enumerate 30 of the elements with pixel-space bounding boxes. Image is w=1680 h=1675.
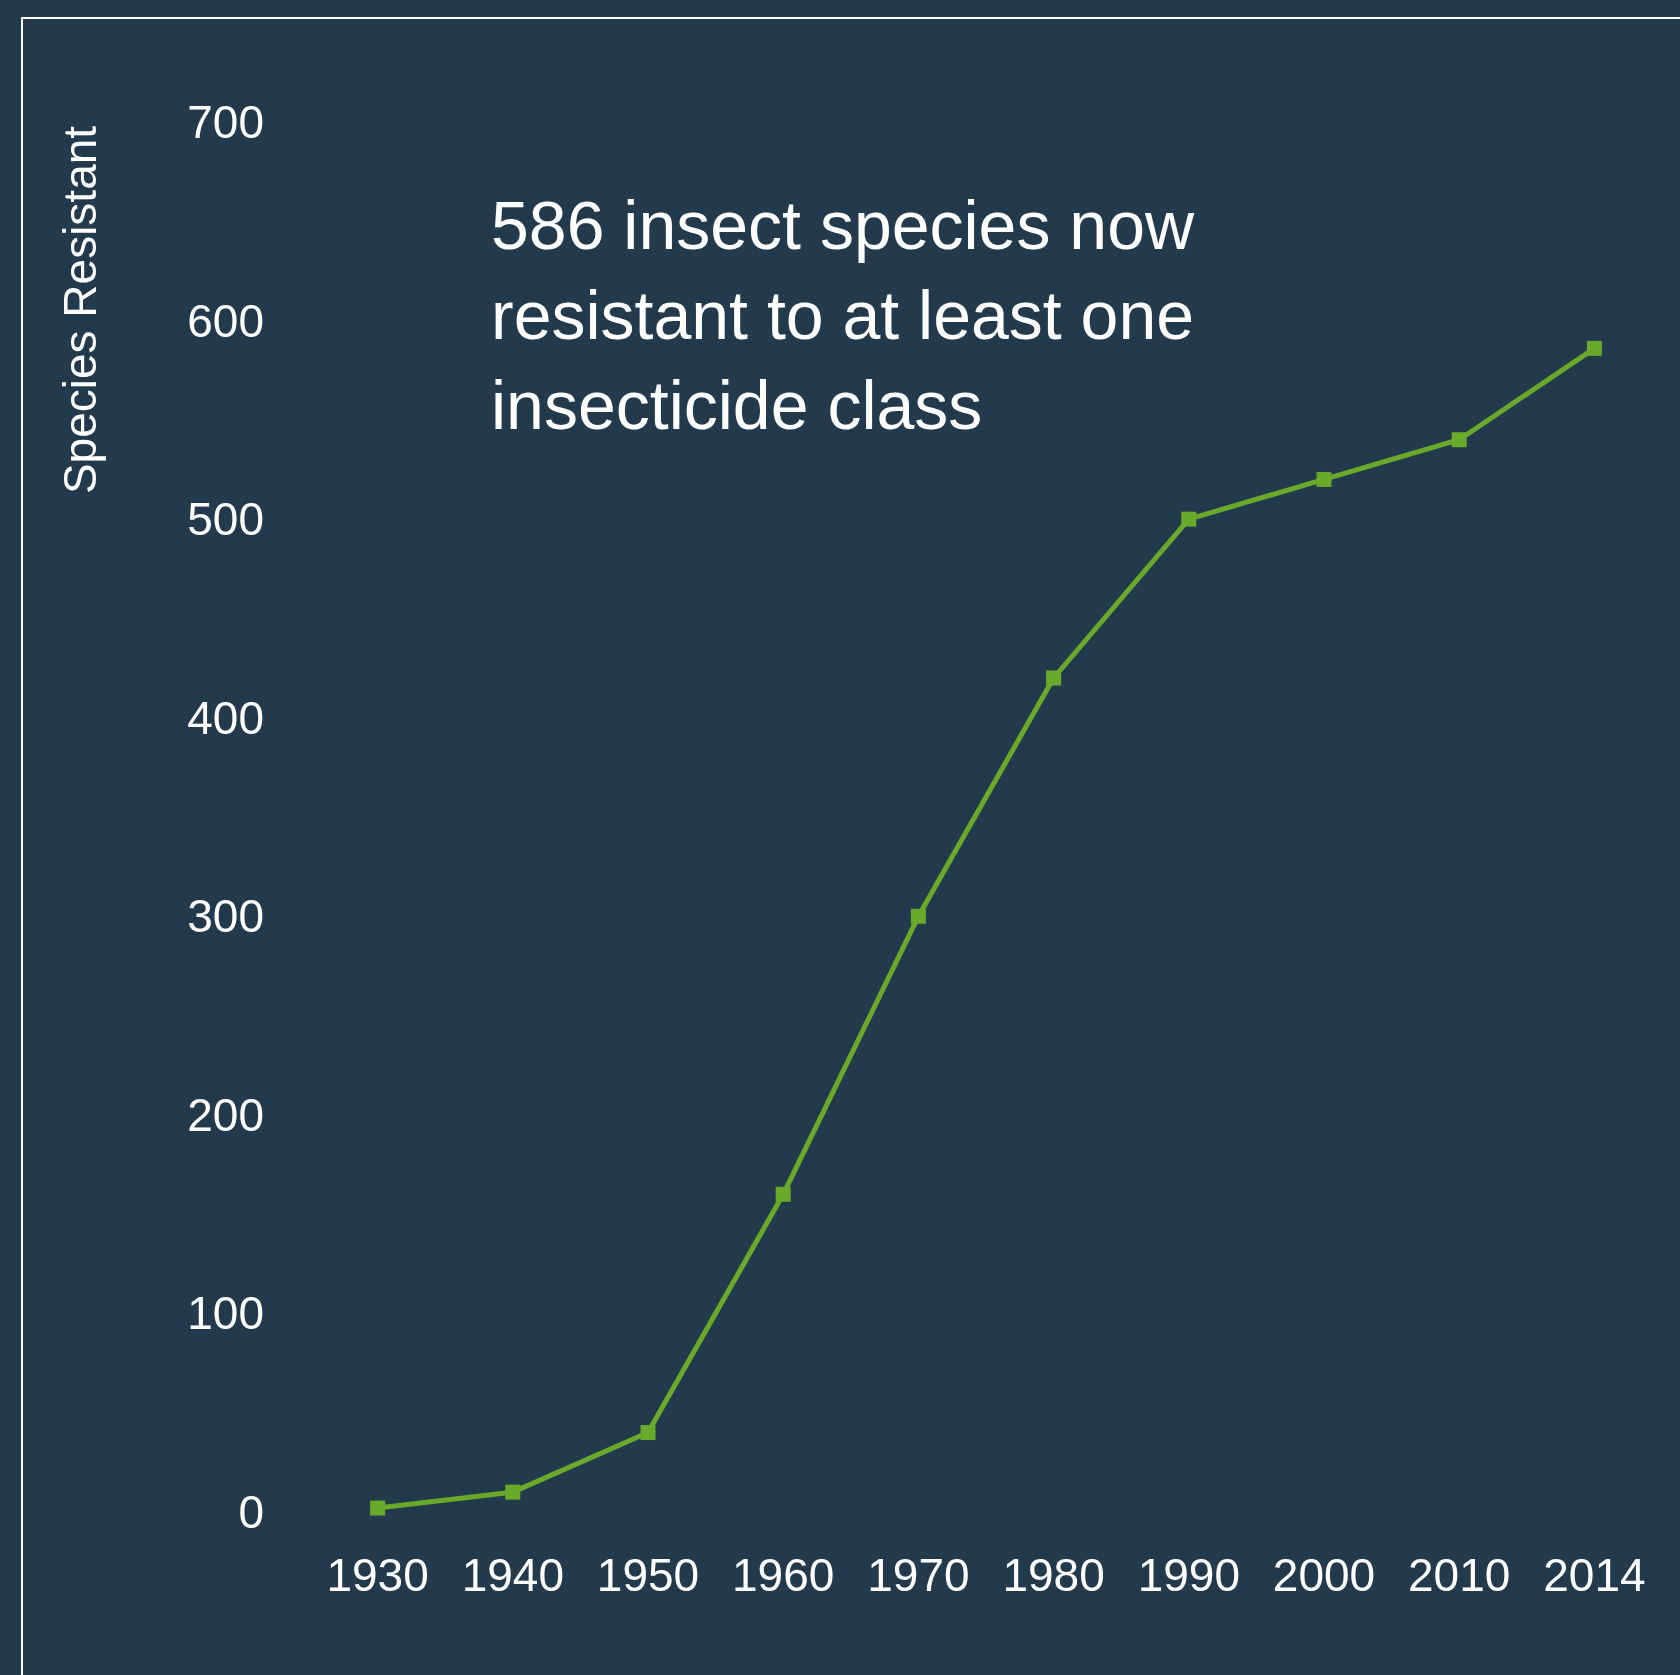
x-tick-label: 1990 — [1137, 1549, 1240, 1601]
y-tick-label: 0 — [238, 1486, 264, 1538]
y-tick-label: 200 — [187, 1088, 264, 1141]
point — [1181, 511, 1197, 527]
x-tick-label: 2014 — [1543, 1549, 1646, 1601]
x-tick-label: 1970 — [867, 1549, 970, 1601]
x-tick-label: 1950 — [596, 1549, 700, 1601]
point — [775, 1186, 791, 1202]
point — [1316, 471, 1332, 487]
y-tick-label: 400 — [187, 691, 264, 744]
y-tick-label: 500 — [187, 493, 264, 546]
point — [505, 1484, 521, 1500]
y-tick-label: 300 — [187, 890, 264, 943]
point — [910, 908, 926, 924]
point — [1046, 670, 1062, 686]
y-tick-label: 600 — [187, 294, 264, 347]
y-tick-label: 100 — [187, 1287, 264, 1340]
annotation: 586 insect species now resistant to at least one insecticide class — [491, 187, 1213, 443]
y-tick-label: 700 — [187, 96, 264, 148]
x-tick-label: 1930 — [326, 1549, 429, 1601]
y-axis-title: Species Resistant — [54, 125, 106, 495]
x-tick-label: 2010 — [1408, 1549, 1511, 1601]
point — [640, 1425, 656, 1441]
x-tick-label: 1960 — [732, 1549, 835, 1601]
point — [1451, 432, 1467, 448]
x-tick-label: 1980 — [1002, 1549, 1105, 1601]
x-tick-label: 2000 — [1272, 1549, 1376, 1601]
point — [1586, 340, 1602, 356]
point — [370, 1500, 386, 1516]
x-tick-label: 1940 — [461, 1549, 564, 1601]
